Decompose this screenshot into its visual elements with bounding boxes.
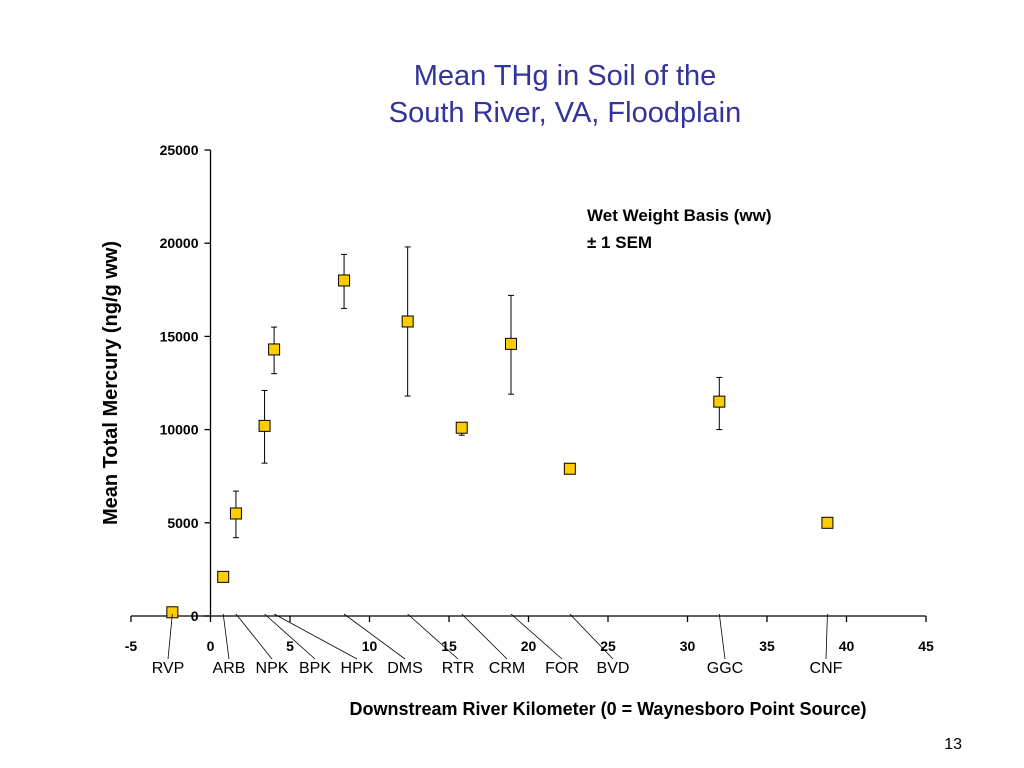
data-point-marker bbox=[505, 337, 518, 350]
site-leader-line bbox=[273, 613, 358, 660]
data-point-marker bbox=[217, 570, 230, 583]
site-label: RTR bbox=[442, 660, 475, 677]
site-label: CRM bbox=[489, 660, 525, 677]
chart-title-line-1: Mean THg in Soil of the bbox=[413, 60, 717, 92]
y-tick-label: 25000 bbox=[160, 142, 199, 158]
site-label: DMS bbox=[387, 660, 423, 677]
site-leader-line bbox=[718, 613, 726, 660]
x-tick-label: 45 bbox=[918, 638, 934, 654]
site-label: NPK bbox=[256, 660, 289, 677]
y-tick-label: 10000 bbox=[160, 422, 199, 438]
data-point-marker bbox=[258, 419, 271, 432]
site-label: BVD bbox=[597, 660, 630, 677]
data-point-marker bbox=[268, 343, 281, 356]
site-leader-line bbox=[569, 613, 614, 660]
site-label: GGC bbox=[707, 660, 743, 677]
x-tick-label: -5 bbox=[125, 638, 138, 654]
x-tick-label: 35 bbox=[759, 638, 775, 654]
site-labels: RVP ARB NPK BPK HPK DMS RTR CRM FOR BVD GGC CNF bbox=[152, 613, 843, 677]
chart-title: Mean THg in Soil of the South River, VA,… bbox=[260, 58, 870, 132]
x-tick-label: 5 bbox=[286, 638, 294, 654]
site-label: BPK bbox=[299, 660, 331, 677]
data-point-marker bbox=[401, 315, 414, 328]
x-axis-label: Downstream River Kilometer (0 = Waynesbo… bbox=[350, 699, 867, 719]
y-tick-label: 0 bbox=[191, 608, 199, 624]
annotation-weight-basis: Wet Weight Basis (ww) bbox=[587, 206, 772, 225]
data-markers bbox=[166, 274, 834, 619]
site-leader-line bbox=[222, 613, 230, 660]
site-leader-line bbox=[407, 613, 459, 660]
site-leader-line bbox=[343, 613, 406, 660]
y-tick-label: 15000 bbox=[160, 328, 199, 344]
data-point-marker bbox=[563, 462, 576, 475]
annotation-sem: ± 1 SEM bbox=[587, 233, 652, 252]
data-point-marker bbox=[821, 516, 834, 529]
x-tick-label: 10 bbox=[362, 638, 378, 654]
site-leader-line bbox=[235, 613, 273, 660]
site-leader-line bbox=[264, 613, 316, 660]
site-label: CNF bbox=[810, 660, 843, 677]
x-tick-label: 25 bbox=[600, 638, 616, 654]
chart-title-line-2: South River, VA, Floodplain bbox=[388, 97, 742, 129]
x-tick-label: 15 bbox=[441, 638, 457, 654]
data-point-marker bbox=[338, 274, 351, 287]
site-label: ARB bbox=[213, 660, 246, 677]
x-tick-label: 0 bbox=[207, 638, 215, 654]
site-label: RVP bbox=[152, 660, 185, 677]
site-label: FOR bbox=[545, 660, 579, 677]
error-bars bbox=[220, 246, 831, 582]
data-point-marker bbox=[713, 395, 726, 408]
y-axis-label: Mean Total Mercury (ng/g ww) bbox=[100, 241, 122, 525]
site-leader-line bbox=[510, 613, 563, 660]
x-tick-label: 30 bbox=[680, 638, 696, 654]
chart-axes: 0 5000 10000 15000 20000 25000 -5 0 5 10 15 20 25 30 3… bbox=[125, 142, 934, 654]
site-label: HPK bbox=[341, 660, 374, 677]
x-tick-label: 40 bbox=[839, 638, 855, 654]
y-tick-label: 20000 bbox=[160, 235, 199, 251]
site-leader-line bbox=[167, 613, 173, 660]
x-tick-label: 20 bbox=[521, 638, 537, 654]
site-leader-line bbox=[461, 613, 508, 660]
slide-number: 13 bbox=[944, 736, 962, 753]
data-point-marker bbox=[455, 421, 468, 434]
data-point-marker bbox=[229, 507, 242, 520]
site-leader-line bbox=[825, 613, 828, 660]
y-tick-label: 5000 bbox=[167, 515, 198, 531]
